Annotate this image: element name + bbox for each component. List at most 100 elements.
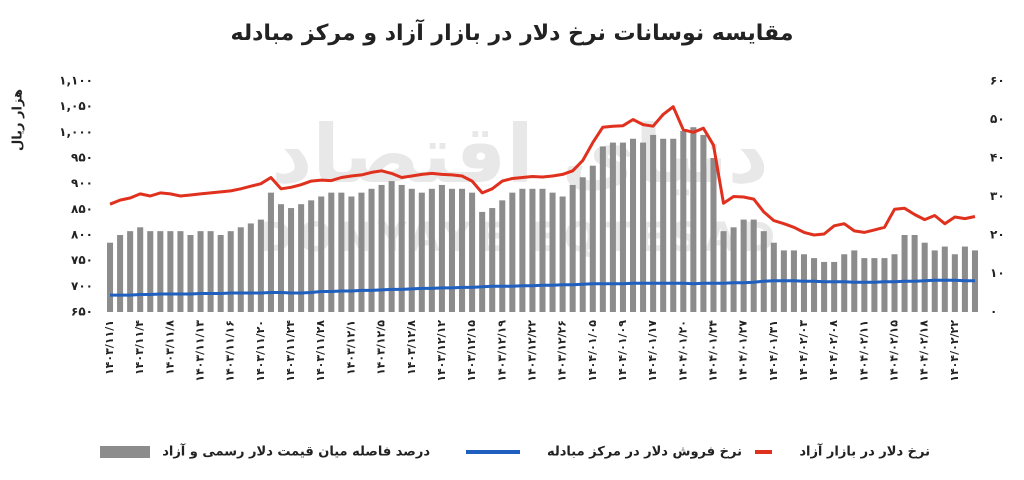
bar	[519, 188, 526, 312]
y-tick-label: ۱,۰۵۰	[59, 99, 93, 113]
bar	[630, 138, 637, 312]
y-tick-label: ۱,۱۰۰	[59, 74, 93, 88]
x-tick-label: ۱۴۰۳/۱۱/۴	[133, 320, 146, 375]
bar	[529, 188, 536, 312]
x-tick-label: ۱۴۰۳/۱۲/۲۶	[556, 320, 569, 382]
x-tick-label: ۱۴۰۳/۱۱/۱۶	[224, 320, 237, 382]
bar	[207, 231, 214, 312]
bar	[579, 177, 586, 312]
x-tick-label: ۱۴۰۳/۱۱/۲۰	[254, 320, 267, 382]
x-tick-label: ۱۴۰۴/۰۲/۱۵	[888, 320, 901, 382]
bar	[650, 134, 657, 312]
bar	[197, 231, 204, 312]
bar	[509, 192, 516, 312]
bar	[921, 242, 928, 312]
bar	[831, 261, 838, 312]
x-tick-label: ۱۴۰۳/۱۱/۱۳	[194, 320, 207, 382]
bar	[609, 142, 616, 312]
bar	[408, 188, 415, 312]
y-tick-label: ۷۵۰	[71, 253, 93, 267]
bar	[811, 258, 818, 312]
bar	[368, 188, 375, 312]
bar	[559, 196, 566, 312]
bar	[348, 196, 355, 312]
bar	[448, 188, 455, 312]
bar	[499, 200, 506, 312]
bar	[539, 188, 546, 312]
bar	[760, 231, 767, 312]
x-tick-label: ۱۴۰۴/۰۱/۲۷	[737, 320, 750, 382]
bar	[257, 219, 264, 312]
bar	[599, 146, 606, 312]
bar	[358, 192, 365, 312]
bar	[378, 184, 385, 312]
y-tick-label: ۷۰۰	[71, 279, 93, 293]
y-tick-label: ۹۰۰	[71, 176, 93, 190]
bar	[117, 235, 124, 312]
bar	[871, 258, 878, 312]
y-tick-label: ۹۵۰	[71, 151, 93, 165]
legend-label: درصد فاصله میان قیمت دلار رسمی و آزاد	[162, 443, 430, 460]
legend-label: نرخ دلار در بازار آزاد	[799, 443, 930, 460]
bar	[267, 192, 274, 312]
y2-tick-label: ۳۰	[990, 189, 1005, 203]
bar	[147, 231, 154, 312]
bar	[750, 219, 757, 312]
bar	[388, 181, 395, 312]
bar	[187, 235, 194, 312]
bar	[418, 192, 425, 312]
bar	[157, 231, 164, 312]
bar	[951, 254, 958, 312]
bar	[700, 134, 707, 312]
bar	[479, 211, 486, 312]
y-tick-label: ۱,۰۰۰	[59, 125, 93, 139]
x-tick-label: ۱۴۰۳/۱۱/۱	[103, 320, 116, 375]
y2-tick-label: ۴۰	[990, 151, 1005, 165]
x-tick-label: ۱۴۰۳/۱۱/۲۸	[314, 320, 327, 382]
y-tick-label: ۸۰۰	[71, 228, 93, 242]
y-tick-label: ۶۵۰	[71, 305, 93, 319]
bar	[911, 235, 918, 312]
y2-tick-label: ۶۰	[990, 74, 1005, 88]
line	[109, 105, 976, 237]
bar	[459, 188, 466, 312]
bar	[861, 258, 868, 312]
x-tick-label: ۱۴۰۳/۱۲/۱	[344, 320, 357, 375]
bar	[710, 158, 717, 312]
bar	[308, 200, 315, 312]
bar	[298, 204, 305, 312]
x-tick-label: ۱۴۰۳/۱۲/۱۵	[465, 320, 478, 382]
bar	[821, 261, 828, 312]
bar	[619, 142, 626, 312]
bar	[881, 258, 888, 312]
bar	[469, 192, 476, 312]
y2-tick-label: ۵۰	[990, 112, 1005, 126]
bar	[680, 131, 687, 312]
bar	[328, 192, 335, 312]
bar	[640, 142, 647, 312]
bar	[720, 231, 727, 312]
x-tick-label: ۱۴۰۴/۰۲/۲۲	[948, 320, 961, 382]
bar	[569, 184, 576, 312]
bar	[318, 196, 325, 312]
bar	[901, 235, 908, 312]
legend-swatch	[100, 446, 150, 458]
bar	[770, 242, 777, 312]
x-tick-label: ۱۴۰۴/۰۱/۳۱	[767, 320, 780, 382]
x-tick-label: ۱۴۰۴/۰۲/۱۱	[857, 320, 870, 382]
x-tick-label: ۱۴۰۳/۱۲/۱۲	[435, 320, 448, 382]
x-tick-label: ۱۴۰۴/۰۲/۱۸	[918, 320, 931, 382]
bar	[489, 208, 496, 312]
bar	[670, 138, 677, 312]
bar	[288, 208, 295, 312]
x-tick-label: ۱۴۰۴/۰۱/۲۴	[706, 320, 719, 382]
bar	[127, 231, 134, 312]
y-axis-title: هزار ریال	[11, 89, 26, 151]
x-tick-label: ۱۴۰۴/۰۱/۰۵	[586, 320, 599, 382]
bar	[107, 242, 114, 312]
x-tick-label: ۱۴۰۴/۰۲/۰۳	[797, 320, 810, 382]
x-tick-label: ۱۴۰۳/۱۲/۱۹	[495, 320, 508, 382]
bar	[398, 184, 405, 312]
line	[110, 278, 975, 297]
